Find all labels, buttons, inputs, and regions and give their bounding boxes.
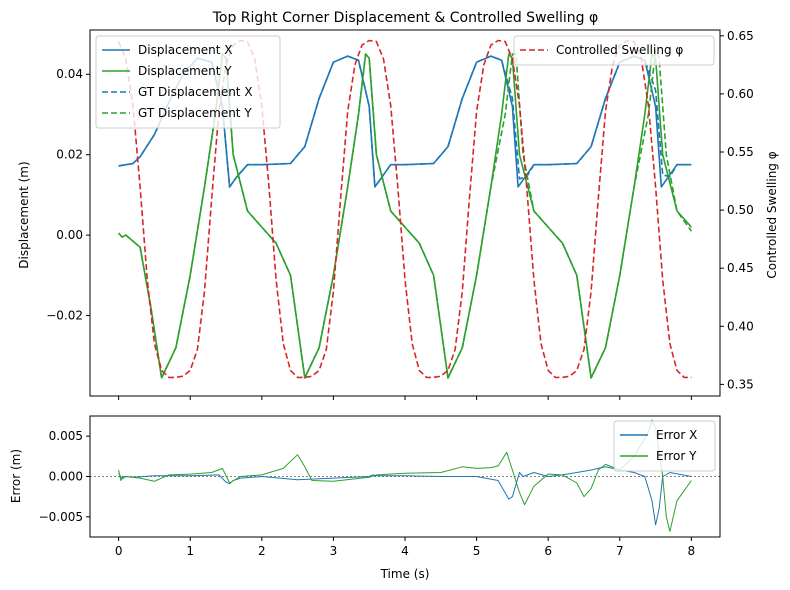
y-tick-label-right: 0.55	[727, 145, 754, 159]
legend-right-entry: Controlled Swelling φ	[556, 43, 683, 57]
series-controlled-swelling	[117, 39, 692, 379]
y-tick-label: 0.000	[49, 470, 83, 484]
y-tick-label: 0.00	[56, 228, 83, 242]
y-tick-label: −0.02	[46, 309, 83, 323]
x-tick-label: 1	[186, 544, 194, 558]
legend-left-entry: Displacement X	[138, 43, 233, 57]
x-tick-label: 4	[401, 544, 409, 558]
legend-left-entry: GT Displacement Y	[138, 106, 252, 120]
y-tick-label: 0.005	[49, 429, 83, 443]
x-tick-label: 3	[330, 544, 338, 558]
y-tick-label-right: 0.45	[727, 261, 754, 275]
x-tick-label: 8	[688, 544, 696, 558]
x-tick-label: 6	[544, 544, 552, 558]
legend-bottom-box	[613, 420, 716, 472]
bottom-x-axis-label: Time (s)	[380, 567, 430, 581]
y-tick-label-right: 0.50	[727, 203, 754, 217]
top-plot-area: −0.02 0.00 0.02 0.04 0.35 0.40 0.45 0.50 0.55 0.6…	[46, 29, 754, 400]
bottom-plot-area: 0 1 2 3 4 5 6 7 8 −0.005 0.000 0.005 Error X Error Y	[39, 415, 721, 558]
legend-left-entry: Displacement Y	[138, 64, 232, 78]
legend-left-box	[95, 35, 281, 129]
x-tick-label: 0	[115, 544, 123, 558]
chart-title: Top Right Corner Displacement & Controll…	[212, 10, 599, 26]
x-tick-label: 5	[473, 544, 481, 558]
legend-left-entry: GT Displacement X	[138, 85, 253, 99]
y-tick-label-right: 0.35	[727, 377, 754, 391]
y-tick-label: 0.02	[56, 148, 83, 162]
series-gt-displacement-y	[118, 49, 693, 379]
legend-bottom-entry: Error X	[656, 428, 697, 442]
legend-right-box	[513, 35, 715, 66]
legend-bottom-entry: Error Y	[656, 449, 697, 463]
y-tick-label: −0.005	[39, 510, 83, 524]
x-tick-label: 7	[616, 544, 624, 558]
y-tick-label-right: 0.65	[727, 29, 754, 43]
top-y-axis-label-right: Controlled Swelling φ	[765, 151, 779, 278]
series-error-x	[118, 466, 692, 526]
top-y-axis-label: Displacement (m)	[17, 161, 31, 268]
y-tick-label-right: 0.60	[727, 87, 754, 101]
y-tick-label-right: 0.40	[727, 319, 754, 333]
y-tick-label: 0.04	[56, 67, 83, 81]
x-tick-label: 2	[258, 544, 266, 558]
bottom-y-axis-label: Error (m)	[9, 449, 23, 503]
